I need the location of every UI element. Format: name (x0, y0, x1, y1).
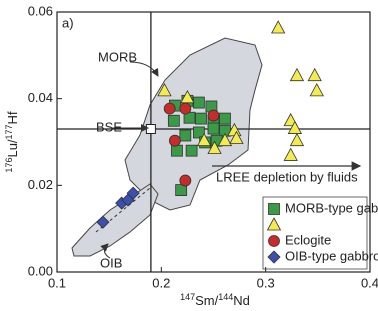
morb-arrow (129, 61, 159, 77)
x-tick-label: 0.1 (48, 275, 66, 290)
point (195, 112, 207, 125)
point (307, 67, 322, 82)
y-label-part: 177 (4, 124, 14, 139)
y-tick-label: 0.00 (28, 263, 53, 278)
y-label-part: 176 (4, 158, 14, 173)
y-axis-label: 176Lu/177Hf (4, 111, 20, 173)
legend-label: OIB-type gabbro (285, 248, 378, 263)
point (157, 83, 172, 97)
y-tick-label: 0.04 (28, 90, 53, 105)
oib-arrow (100, 243, 111, 259)
point (168, 134, 181, 147)
oib-field (71, 183, 159, 257)
legend-marker (268, 203, 280, 215)
point (192, 126, 205, 139)
point (219, 112, 231, 125)
point (179, 129, 192, 142)
legend-label: Eclogite (285, 232, 331, 247)
point (287, 120, 303, 134)
point (283, 147, 298, 161)
y-tick-label: 0.02 (28, 177, 53, 192)
y-label-part: Lu/ (5, 139, 20, 157)
point (171, 144, 183, 157)
point (217, 132, 233, 147)
point (180, 89, 195, 104)
legend-marker (267, 250, 281, 264)
legend-marker (266, 217, 282, 231)
point (196, 132, 212, 147)
x-label-part: 144 (218, 292, 233, 302)
point (192, 96, 205, 109)
bse-label: BSE (96, 119, 122, 134)
x-tick-label: 0.4 (361, 275, 378, 290)
y-tick-label: 0.06 (28, 3, 53, 18)
legend-label: MORB-type gabbro (285, 200, 378, 215)
point (289, 132, 305, 147)
point (289, 67, 305, 82)
point (207, 122, 220, 135)
legend-marker (268, 235, 280, 247)
x-tick-label: 0.2 (152, 275, 170, 290)
point (179, 102, 192, 115)
bse-point (145, 124, 156, 134)
x-label-part: Sm/ (195, 293, 219, 308)
point (167, 114, 180, 127)
point (179, 174, 192, 187)
arrow-label: LREE depletion by fluids (216, 169, 358, 184)
point (207, 140, 222, 154)
point (185, 144, 198, 157)
point (271, 20, 286, 34)
point (229, 130, 244, 144)
point (163, 102, 176, 115)
point (207, 109, 220, 122)
x-label-part: 147 (180, 292, 195, 302)
point (96, 215, 110, 229)
oib-label: OIB (100, 255, 122, 270)
point (309, 83, 324, 97)
point (126, 186, 140, 200)
x-axis-label: 147Sm/144Nd (180, 292, 250, 308)
panel-label: a) (62, 15, 74, 30)
morb-label: MORB (98, 49, 137, 64)
plot-frame (56, 11, 371, 273)
x-label-part: Nd (233, 293, 250, 308)
x-tick-label: 0.3 (257, 275, 275, 290)
y-label-part: Hf (5, 111, 20, 124)
